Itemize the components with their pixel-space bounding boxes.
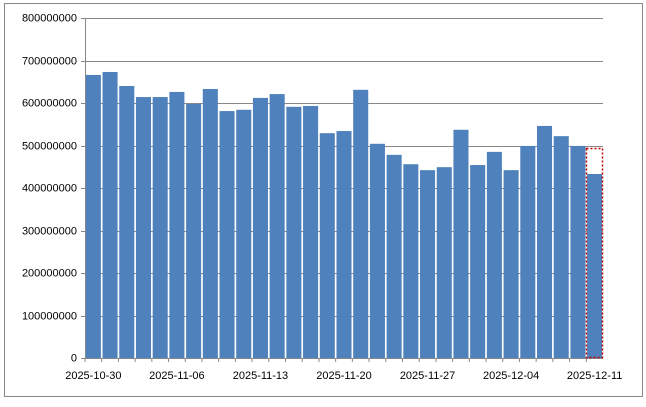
bar — [303, 105, 319, 358]
bar — [587, 173, 603, 358]
y-tick-label: 600000000 — [22, 97, 77, 109]
bar — [470, 165, 486, 358]
bar — [436, 167, 452, 358]
bar — [453, 129, 469, 358]
bar — [186, 103, 202, 358]
bar — [252, 97, 268, 359]
bar — [403, 164, 419, 358]
bar — [386, 154, 402, 358]
bar — [520, 145, 536, 358]
bar — [420, 170, 436, 358]
bar — [85, 74, 101, 358]
x-tick-label: 2025-11-27 — [400, 370, 455, 382]
bar — [202, 88, 218, 358]
x-tick-label: 2025-10-30 — [65, 370, 121, 382]
x-tick-label: 2025-11-06 — [149, 370, 204, 382]
bar — [319, 133, 335, 358]
bar — [119, 86, 135, 358]
y-tick-label: 500000000 — [22, 140, 77, 152]
x-tick-label: 2025-11-13 — [233, 370, 288, 382]
bar — [570, 145, 586, 358]
bar — [536, 125, 553, 358]
bar — [553, 136, 569, 358]
bar — [152, 97, 168, 359]
y-tick-label: 400000000 — [22, 182, 77, 194]
y-tick-label: 300000000 — [22, 225, 77, 237]
bar — [336, 131, 352, 358]
bar — [369, 143, 385, 358]
x-tick-label: 2025-11-20 — [316, 370, 371, 382]
highlight-box — [585, 147, 604, 359]
x-tick-label: 2025-12-04 — [483, 370, 539, 382]
bar — [102, 71, 118, 358]
bar — [486, 151, 502, 358]
y-tick-label: 0 — [71, 352, 77, 364]
bar — [269, 94, 285, 358]
bar — [169, 91, 185, 358]
bar — [219, 111, 235, 358]
bar — [503, 170, 519, 358]
bar — [135, 97, 152, 359]
x-tick-label: 2025-12-11 — [567, 370, 622, 382]
y-tick-label: 800000000 — [22, 12, 77, 24]
y-tick-label: 100000000 — [22, 310, 77, 322]
y-tick-label: 200000000 — [22, 267, 77, 279]
bar — [353, 89, 369, 358]
bar — [236, 109, 252, 358]
bar — [286, 106, 302, 358]
y-tick-label: 700000000 — [22, 55, 77, 67]
